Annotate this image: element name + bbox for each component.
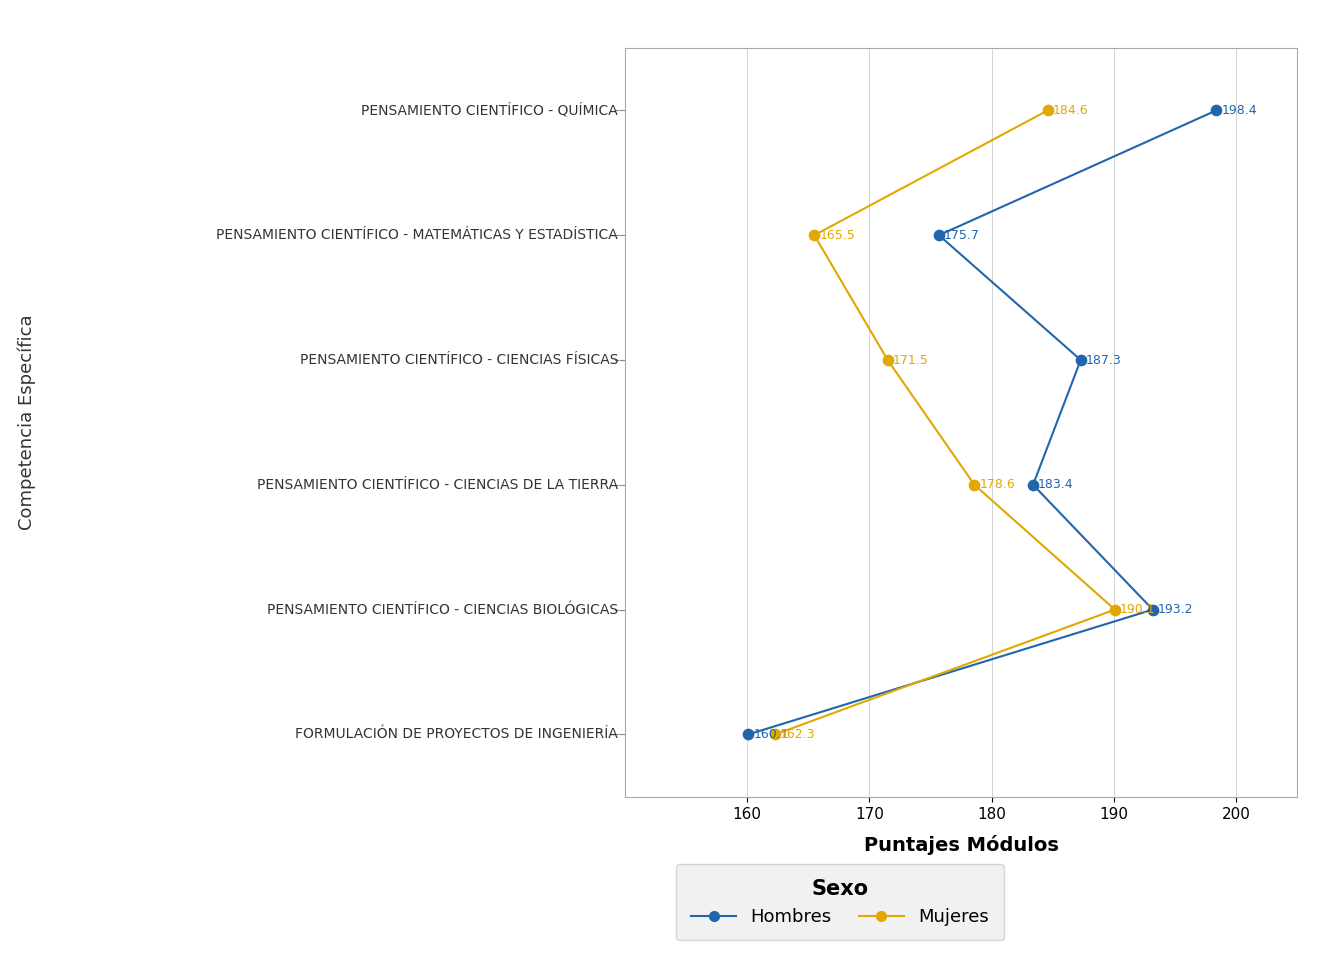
- Text: 160.1: 160.1: [753, 728, 789, 741]
- Text: PENSAMIENTO CIENTÍFICO - MATEMÁTICAS Y ESTADÍSTICA: PENSAMIENTO CIENTÍFICO - MATEMÁTICAS Y E…: [216, 228, 618, 242]
- Point: [876, 352, 898, 368]
- Text: PENSAMIENTO CIENTÍFICO - CIENCIAS DE LA TIERRA: PENSAMIENTO CIENTÍFICO - CIENCIAS DE LA …: [257, 478, 618, 492]
- Text: PENSAMIENTO CIENTÍFICO - CIENCIAS BIOLÓGICAS: PENSAMIENTO CIENTÍFICO - CIENCIAS BIOLÓG…: [267, 603, 618, 616]
- Text: 183.4: 183.4: [1038, 478, 1074, 492]
- Point: [765, 727, 786, 742]
- Text: Competencia Específica: Competencia Específica: [17, 315, 36, 530]
- Text: FORMULACIÓN DE PROYECTOS DE INGENIERÍA: FORMULACIÓN DE PROYECTOS DE INGENIERÍA: [296, 728, 618, 741]
- Legend: Hombres, Mujeres: Hombres, Mujeres: [676, 864, 1004, 941]
- Text: 162.3: 162.3: [780, 728, 816, 741]
- Text: 187.3: 187.3: [1086, 353, 1121, 367]
- Text: 193.2: 193.2: [1157, 603, 1193, 616]
- Text: 190.1: 190.1: [1120, 603, 1156, 616]
- Text: 165.5: 165.5: [820, 228, 855, 242]
- Point: [1070, 352, 1091, 368]
- Point: [929, 228, 950, 243]
- Text: 178.6: 178.6: [980, 478, 1015, 492]
- Text: 171.5: 171.5: [892, 353, 929, 367]
- Point: [1038, 103, 1059, 118]
- Point: [1105, 602, 1126, 617]
- Text: PENSAMIENTO CIENTÍFICO - QUÍMICA: PENSAMIENTO CIENTÍFICO - QUÍMICA: [362, 103, 618, 118]
- Text: 184.6: 184.6: [1052, 104, 1089, 117]
- Text: 175.7: 175.7: [943, 228, 980, 242]
- Point: [964, 477, 985, 492]
- Text: PENSAMIENTO CIENTÍFICO - CIENCIAS FÍSICAS: PENSAMIENTO CIENTÍFICO - CIENCIAS FÍSICA…: [300, 353, 618, 367]
- Point: [1023, 477, 1044, 492]
- Point: [1206, 103, 1227, 118]
- Point: [738, 727, 759, 742]
- Point: [1142, 602, 1164, 617]
- Text: 198.4: 198.4: [1222, 104, 1257, 117]
- X-axis label: Puntajes Módulos: Puntajes Módulos: [864, 835, 1058, 855]
- Point: [804, 228, 825, 243]
